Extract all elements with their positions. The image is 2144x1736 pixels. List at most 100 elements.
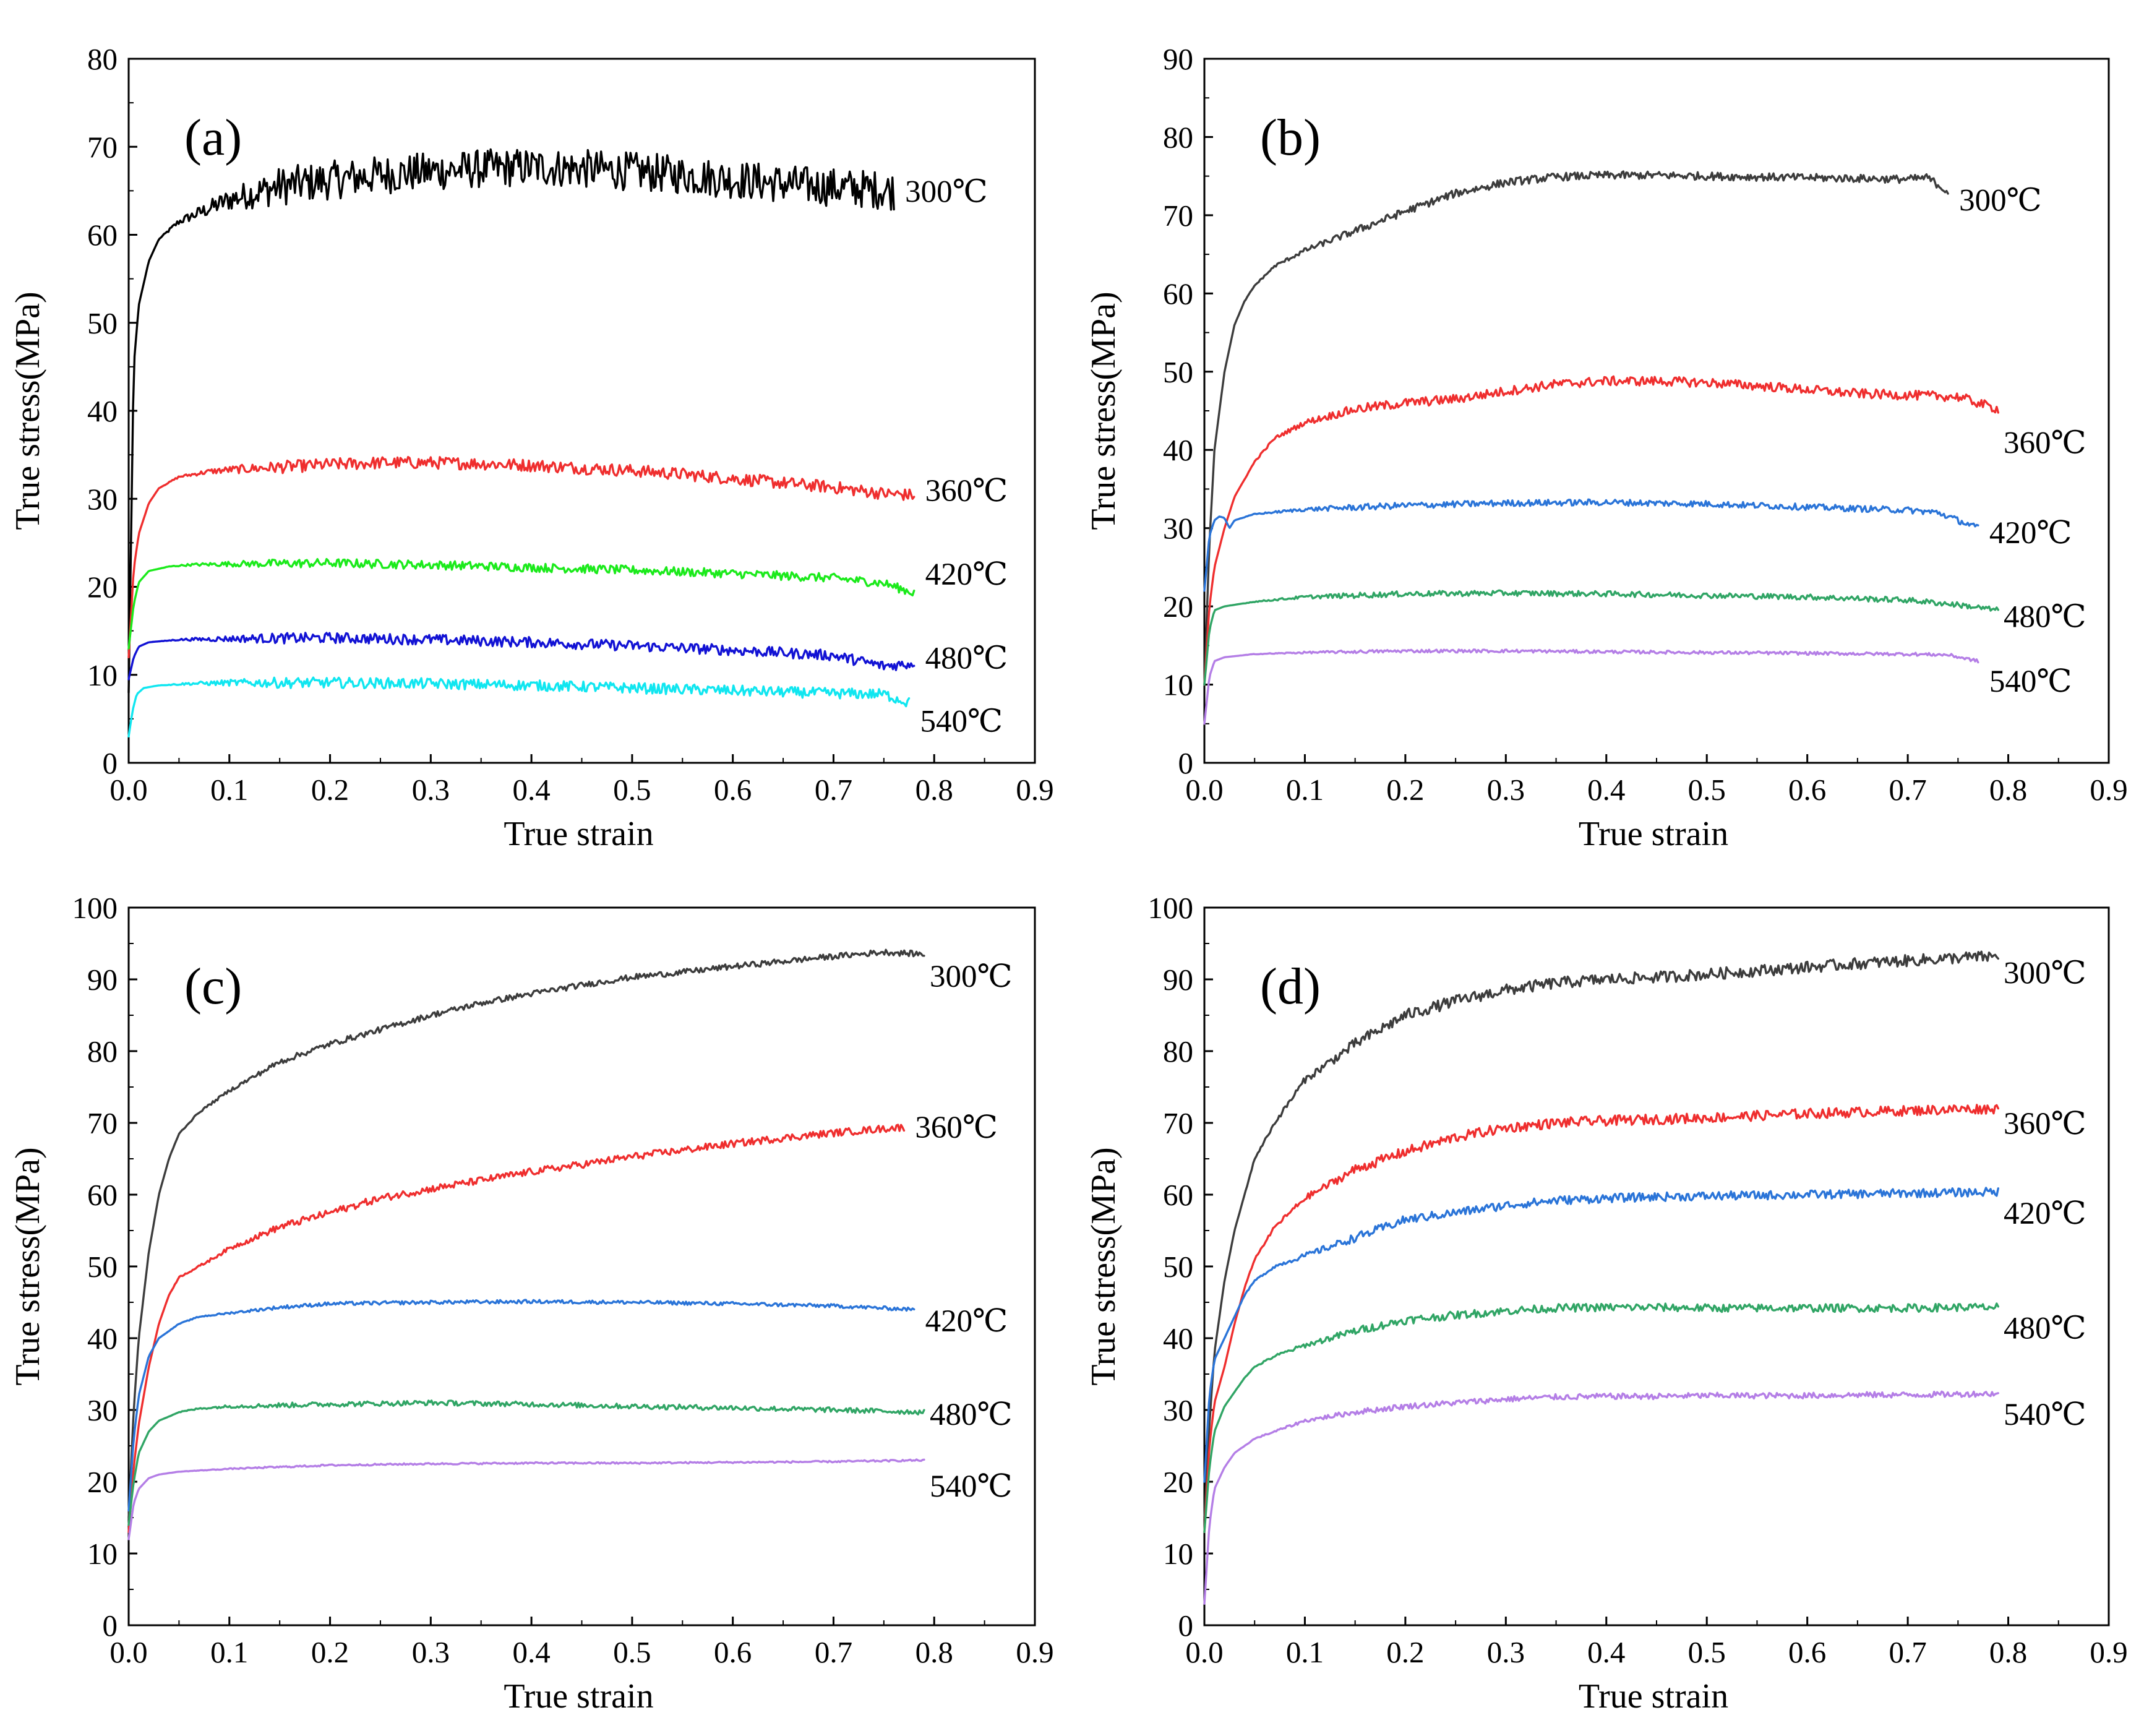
- x-tick-label: 0.8: [915, 1635, 953, 1669]
- series-label: 480℃: [2004, 1312, 2086, 1346]
- x-tick-label: 0.6: [1788, 773, 1826, 807]
- y-tick-label: 30: [87, 1393, 118, 1427]
- y-tick-label: 60: [1163, 277, 1193, 311]
- y-tick-label: 50: [1163, 355, 1193, 389]
- series-label: 480℃: [930, 1398, 1013, 1432]
- chart-panel-3: 0.0 0.1 0.2 0.3 0.4 0.5 0.6 0.7 0.8 0.9 0 10 20 30 40 5…: [1084, 891, 2128, 1716]
- x-tick-label: 0.1: [1286, 1635, 1324, 1669]
- x-tick-label: 0.9: [2090, 773, 2127, 807]
- series-line-4: [1203, 1390, 1999, 1605]
- x-tick-label: 0.0: [109, 1635, 147, 1669]
- panel-letter: (b): [1260, 109, 1321, 166]
- x-tick-label: 0.0: [1185, 1635, 1223, 1669]
- y-tick-label: 50: [87, 306, 118, 340]
- x-tick-label: 0.2: [311, 1635, 349, 1669]
- plot-frame: [127, 906, 1036, 1626]
- x-tick-label: 0.1: [210, 773, 248, 807]
- y-axis-label: True stress(MPa): [1084, 1147, 1123, 1385]
- series-line-2: [1203, 1187, 1999, 1483]
- chart-panel-0: 0.0 0.1 0.2 0.3 0.4 0.5 0.6 0.7 0.8 0.9 0 10 20 30 40 5…: [9, 42, 1054, 853]
- y-tick-label: 80: [1163, 120, 1193, 154]
- y-tick-label: 100: [1148, 891, 1194, 925]
- x-axis-label: True strain: [1579, 1677, 1728, 1716]
- series-line-0: [127, 148, 895, 694]
- series-label: 540℃: [1989, 664, 2072, 699]
- series-line-0: [127, 948, 925, 1519]
- series-line-1: [1203, 1104, 1999, 1533]
- y-tick-label: 10: [1163, 1537, 1193, 1571]
- x-tick-label: 0.9: [2090, 1635, 2127, 1669]
- y-tick-label: 10: [87, 1537, 118, 1571]
- x-tick-label: 0.7: [1889, 773, 1926, 807]
- series-line-3: [1203, 589, 1999, 686]
- x-tick-label: 0.3: [412, 773, 450, 807]
- y-tick-label: 40: [87, 394, 118, 428]
- x-tick-label: 0.9: [1016, 773, 1053, 807]
- x-tick-label: 0.0: [1185, 773, 1223, 807]
- y-axis-label: True stress(MPa): [9, 291, 47, 530]
- series-label: 540℃: [930, 1469, 1013, 1504]
- x-tick-label: 0.2: [311, 773, 349, 807]
- x-tick-label: 0.1: [210, 1635, 248, 1669]
- y-tick-label: 0: [1178, 746, 1194, 780]
- y-tick-label: 0: [1178, 1609, 1194, 1643]
- y-tick-label: 50: [87, 1250, 118, 1284]
- series-label: 480℃: [2004, 599, 2086, 634]
- x-tick-label: 0.5: [613, 1635, 651, 1669]
- plot-frame: [1203, 906, 2110, 1626]
- x-tick-label: 0.4: [512, 1635, 550, 1669]
- y-tick-label: 30: [1163, 1393, 1193, 1427]
- series-line-3: [127, 1399, 925, 1526]
- y-tick-label: 40: [87, 1321, 118, 1356]
- series-line-3: [1203, 1302, 1999, 1533]
- y-tick-label: 0: [103, 746, 118, 780]
- x-tick-label: 0.7: [815, 773, 852, 807]
- series-line-3: [127, 632, 915, 681]
- series-label: 360℃: [915, 1111, 998, 1145]
- chart-panel-1: 0.0 0.1 0.2 0.3 0.4 0.5 0.6 0.7 0.8 0.9 0 10 20 30 40 5…: [1084, 42, 2128, 853]
- y-tick-label: 60: [1163, 1178, 1193, 1212]
- series-line-2: [127, 557, 915, 650]
- series-line-4: [127, 1458, 925, 1540]
- y-tick-label: 70: [1163, 199, 1193, 233]
- x-tick-label: 0.7: [1889, 1635, 1926, 1669]
- x-tick-label: 0.4: [512, 773, 550, 807]
- chart-panel-2: 0.0 0.1 0.2 0.3 0.4 0.5 0.6 0.7 0.8 0.9 0 10 20 30 40 5…: [9, 891, 1054, 1716]
- y-tick-label: 80: [87, 42, 118, 76]
- y-tick-label: 80: [1163, 1034, 1193, 1068]
- y-axis-label: True stress(MPa): [1084, 291, 1123, 530]
- y-tick-label: 10: [87, 658, 118, 692]
- y-tick-label: 80: [87, 1034, 118, 1068]
- y-tick-label: 40: [1163, 1321, 1193, 1356]
- y-tick-label: 70: [1163, 1106, 1193, 1140]
- y-axis-label: True stress(MPa): [9, 1147, 47, 1385]
- series-label: 360℃: [925, 474, 1008, 509]
- x-tick-label: 0.8: [915, 773, 953, 807]
- x-axis-label: True strain: [504, 1677, 653, 1716]
- x-tick-label: 0.5: [613, 773, 651, 807]
- series-line-4: [1203, 648, 1979, 725]
- series-label: 360℃: [2004, 1107, 2086, 1141]
- series-line-1: [127, 1124, 906, 1533]
- series-line-1: [127, 455, 915, 658]
- series-label: 540℃: [2004, 1398, 2086, 1432]
- y-tick-label: 20: [87, 1465, 118, 1499]
- y-tick-label: 50: [1163, 1250, 1193, 1284]
- panel-letter: (a): [184, 109, 242, 166]
- series-label: 420℃: [925, 1304, 1008, 1339]
- series-label: 360℃: [2004, 426, 2086, 461]
- series-label: 420℃: [2004, 1197, 2086, 1231]
- y-tick-label: 60: [87, 1178, 118, 1212]
- x-tick-label: 0.4: [1587, 1635, 1625, 1669]
- series-label: 300℃: [930, 960, 1013, 994]
- y-tick-label: 90: [87, 963, 118, 997]
- x-tick-label: 0.1: [1286, 773, 1324, 807]
- panel-letter: (c): [184, 958, 242, 1015]
- x-tick-label: 0.3: [1487, 773, 1525, 807]
- x-axis-label: True strain: [1579, 815, 1728, 853]
- x-tick-label: 0.2: [1386, 773, 1424, 807]
- x-tick-label: 0.5: [1688, 1635, 1726, 1669]
- series-label: 300℃: [2004, 956, 2086, 990]
- x-axis-label: True strain: [504, 815, 653, 853]
